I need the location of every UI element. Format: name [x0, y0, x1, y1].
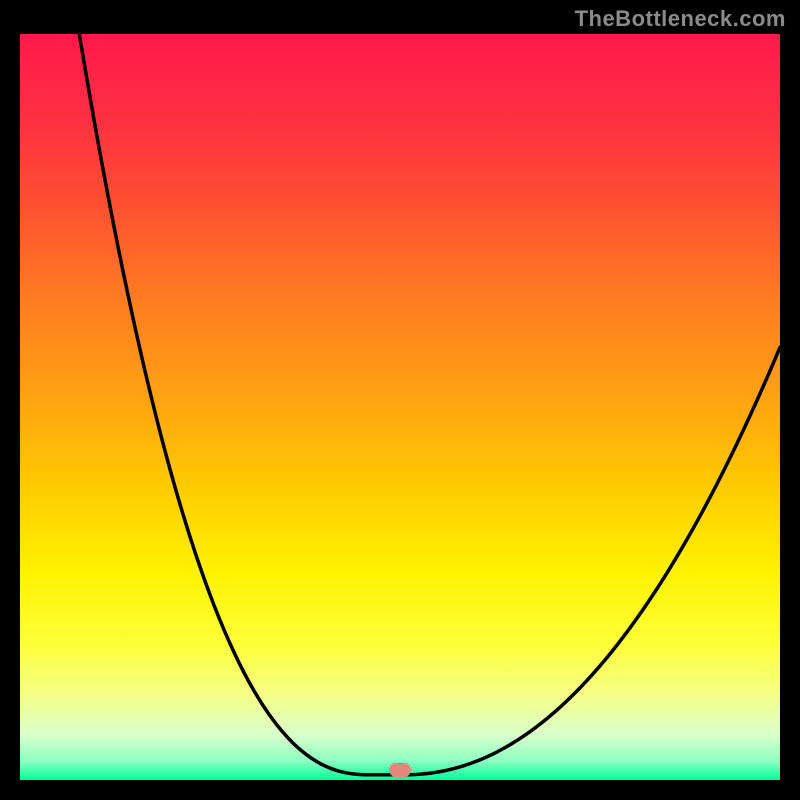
chart-container: TheBottleneck.com: [0, 0, 800, 800]
plot-area: [20, 34, 780, 780]
bottleneck-curve: [79, 34, 780, 775]
bottleneck-curve-svg: [20, 34, 780, 780]
watermark-text: TheBottleneck.com: [575, 6, 786, 32]
optimal-point-marker: [389, 763, 411, 777]
